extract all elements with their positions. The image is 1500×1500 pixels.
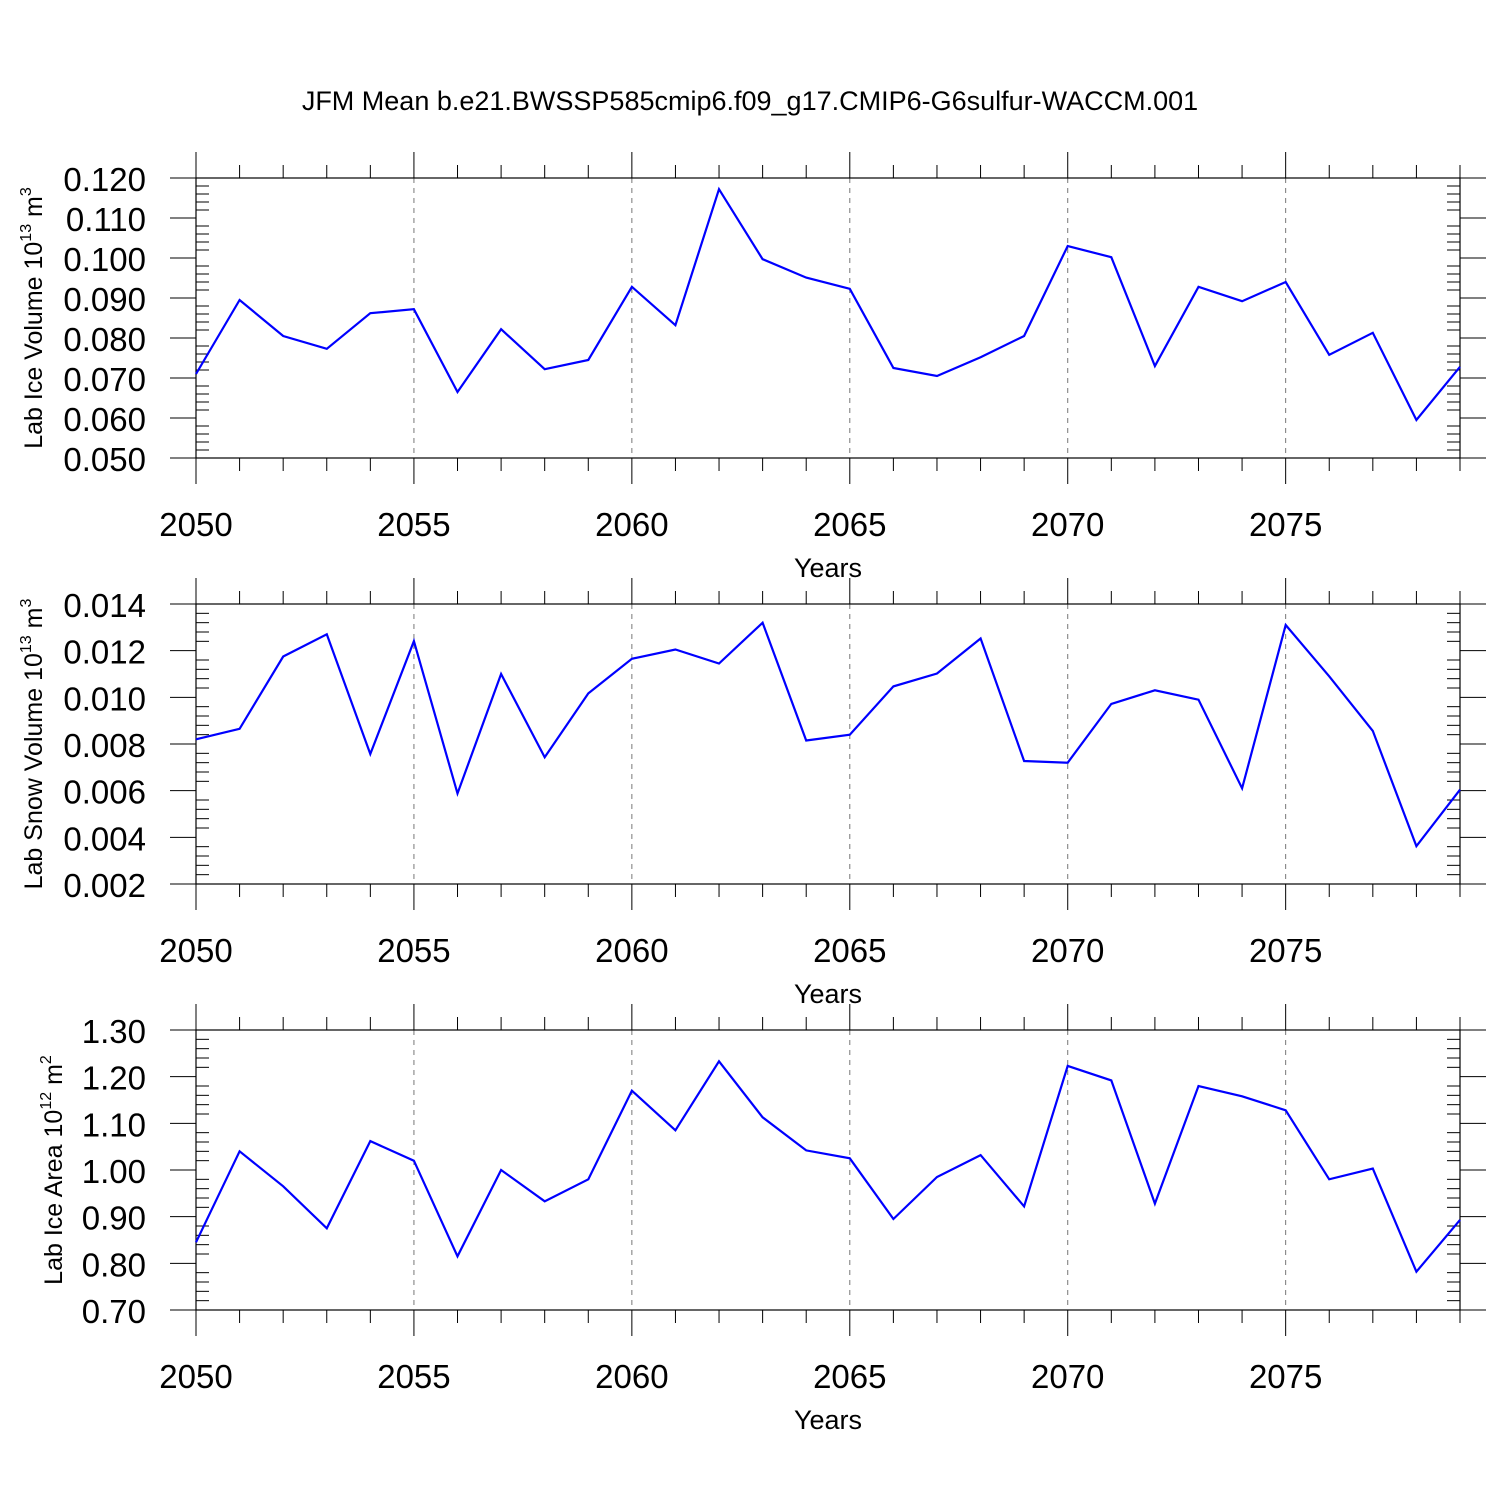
ice-volume-xtick-label-2055: 2055 — [377, 506, 450, 543]
ice-volume-frame — [195, 177, 1461, 459]
ice-area-xtick-label-2055: 2055 — [377, 1358, 450, 1395]
ice-volume-ytick-label-5: 0.100 — [63, 241, 146, 278]
panel-ice-area: 0.70 0.80 0.90 1.00 1.10 1.20 1.30 2050 2055 2060… — [38, 1004, 1486, 1435]
ice-volume-xtick-label-2065: 2065 — [813, 506, 886, 543]
ice-volume-ytick-label-1: 0.060 — [63, 401, 146, 438]
ice-area-xtick-label-2070: 2070 — [1031, 1358, 1104, 1395]
snow-volume-ytick-label-2: 0.006 — [63, 774, 146, 811]
ice-volume-ytick-label-0: 0.050 — [63, 441, 146, 478]
ice-volume-xtick-label-2060: 2060 — [595, 506, 668, 543]
ice-area-x-axis-label: Years — [794, 1405, 862, 1435]
snow-volume-xtick-label-2055: 2055 — [377, 932, 450, 969]
snow-volume-y-axis-label: Lab Snow Volume 1013 m3 — [18, 599, 48, 890]
snow-volume-xtick-label-2050: 2050 — [159, 932, 232, 969]
ice-volume-y-axis-label: Lab Ice Volume 1013 m3 — [18, 187, 48, 449]
snow-volume-xtick-label-2065: 2065 — [813, 932, 886, 969]
ice-area-frame — [195, 1029, 1461, 1311]
ice-volume-ytick-label-3: 0.080 — [63, 321, 146, 358]
ice-area-xtick-label-2050: 2050 — [159, 1358, 232, 1395]
ice-area-ytick-label-1: 0.80 — [82, 1246, 146, 1283]
ice-area-xtick-label-2065: 2065 — [813, 1358, 886, 1395]
snow-volume-ytick-label-6: 0.014 — [63, 587, 146, 624]
figure-title: JFM Mean b.e21.BWSSP585cmip6.f09_g17.CMI… — [301, 86, 1199, 116]
ice-area-ytick-label-5: 1.20 — [82, 1060, 146, 1097]
ice-area-ytick-label-3: 1.00 — [82, 1153, 146, 1190]
snow-volume-series-line — [195, 620, 1461, 849]
ice-volume-x-axis-label: Years — [794, 553, 862, 583]
snow-volume-ytick-label-4: 0.010 — [63, 680, 146, 717]
snow-volume-frame — [195, 603, 1461, 885]
ice-area-y-axis-label: Lab Ice Area 1012 m2 — [38, 1055, 68, 1285]
panel-snow-volume: 0.002 0.004 0.006 0.008 0.010 0.012 0.014 2050 2… — [18, 578, 1486, 1009]
snow-volume-xtick-label-2060: 2060 — [595, 932, 668, 969]
ice-volume-xtick-label-2075: 2075 — [1249, 506, 1322, 543]
ice-area-ytick-label-0: 0.70 — [82, 1293, 146, 1330]
ice-volume-ytick-label-4: 0.090 — [63, 281, 146, 318]
ice-volume-ytick-label-7: 0.120 — [63, 161, 146, 198]
ice-area-ytick-label-2: 0.90 — [82, 1200, 146, 1237]
snow-volume-xtick-label-2075: 2075 — [1249, 932, 1322, 969]
snow-volume-ytick-label-3: 0.008 — [63, 727, 146, 764]
ice-area-ytick-label-6: 1.30 — [82, 1013, 146, 1050]
ice-volume-ytick-label-6: 0.110 — [66, 201, 146, 238]
ice-area-xtick-label-2075: 2075 — [1249, 1358, 1322, 1395]
ice-area-xtick-label-2060: 2060 — [595, 1358, 668, 1395]
snow-volume-xtick-label-2070: 2070 — [1031, 932, 1104, 969]
ice-volume-series-line — [195, 186, 1461, 423]
ice-volume-xtick-label-2070: 2070 — [1031, 506, 1104, 543]
ice-area-series-line — [195, 1059, 1461, 1274]
snow-volume-ytick-label-5: 0.012 — [63, 634, 146, 671]
ice-area-ytick-label-4: 1.10 — [82, 1106, 146, 1143]
snow-volume-x-axis-label: Years — [794, 979, 862, 1009]
snow-volume-ytick-label-1: 0.004 — [63, 820, 146, 857]
panel-ice-volume: 0.0500.0600.0700.0800.0900.1000.1100.120… — [18, 152, 1486, 583]
ice-volume-ytick-label-2: 0.070 — [63, 361, 146, 398]
ice-volume-xtick-label-2050: 2050 — [159, 506, 232, 543]
snow-volume-ytick-label-0: 0.002 — [63, 867, 146, 904]
